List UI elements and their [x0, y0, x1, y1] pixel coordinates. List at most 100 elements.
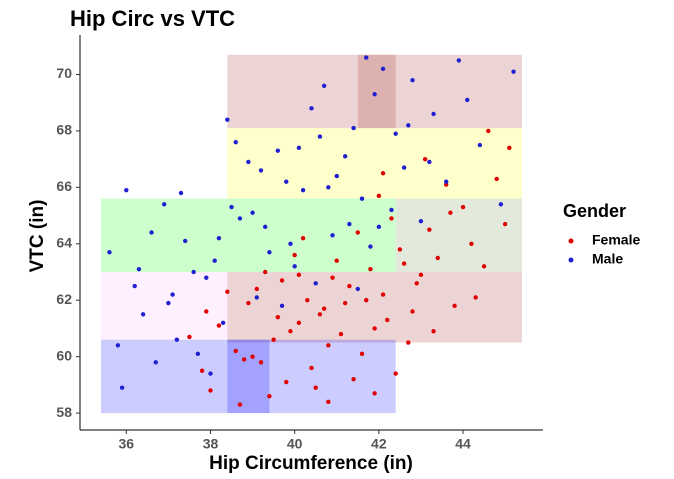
data-point [174, 337, 180, 342]
data-point [309, 106, 314, 111]
data-point [372, 326, 377, 331]
data-point [418, 219, 424, 224]
data-point [233, 140, 238, 145]
data-point [435, 255, 440, 261]
data-point [229, 204, 234, 210]
y-tick-label: 68 [56, 122, 72, 138]
shaded-region [227, 128, 522, 199]
data-point [326, 185, 331, 190]
data-point [263, 269, 268, 275]
data-point [216, 323, 222, 328]
data-point [330, 275, 335, 280]
data-point [246, 159, 251, 165]
data-point [204, 275, 209, 280]
data-point [427, 159, 432, 165]
data-point [460, 204, 466, 210]
data-point [305, 298, 310, 303]
data-point [498, 202, 504, 207]
data-point [443, 179, 449, 184]
data-point [136, 266, 142, 272]
data-point [153, 360, 158, 365]
data-point [119, 385, 125, 390]
data-point [267, 393, 272, 399]
y-tick-label: 62 [56, 291, 72, 307]
data-point [178, 190, 184, 196]
data-point [254, 295, 259, 300]
data-point [389, 207, 394, 213]
data-point [300, 235, 306, 241]
data-point [321, 83, 327, 88]
data-point [389, 216, 394, 221]
data-point [334, 173, 339, 179]
data-point [334, 258, 339, 263]
data-point [132, 283, 137, 289]
data-point [347, 283, 352, 289]
data-point [385, 317, 390, 323]
data-point [481, 264, 487, 269]
data-point [187, 334, 192, 340]
data-point [347, 221, 352, 227]
data-point [321, 306, 327, 311]
x-tick-label: 40 [287, 436, 303, 452]
shaded-region [395, 198, 522, 272]
data-point [246, 300, 251, 306]
data-point [456, 58, 462, 63]
data-point [380, 292, 386, 297]
data-point [393, 131, 398, 136]
data-point [296, 320, 302, 325]
x-tick-label: 42 [371, 436, 387, 452]
data-point [313, 281, 318, 286]
x-axis-label: Hip Circumference (in) [209, 453, 413, 474]
data-point [410, 309, 415, 314]
data-point [195, 351, 201, 357]
data-point [410, 77, 415, 83]
shaded-region [101, 339, 396, 414]
data-point [368, 244, 373, 249]
legend-marker [568, 238, 574, 244]
data-point [326, 343, 331, 348]
shaded-region [101, 198, 396, 272]
y-tick-label: 66 [56, 178, 72, 194]
data-point [486, 128, 491, 134]
data-point [448, 210, 453, 215]
data-point [271, 337, 276, 342]
data-point [368, 266, 373, 272]
data-point [284, 379, 289, 385]
data-point [166, 300, 171, 306]
y-axis-label: VTC (in) [27, 200, 48, 273]
data-point [431, 329, 436, 334]
data-point [258, 360, 264, 365]
data-point [124, 187, 129, 193]
y-tick-label: 64 [56, 234, 72, 250]
data-point [511, 69, 516, 74]
data-point [237, 216, 243, 221]
data-point [418, 272, 424, 278]
data-point [359, 196, 365, 201]
chart-title: Hip Circ vs VTC [70, 6, 235, 31]
legend-label: Male [592, 251, 623, 267]
shaded-region [101, 272, 228, 340]
data-point [406, 340, 411, 345]
data-point [208, 371, 213, 376]
data-point [414, 281, 419, 286]
data-point [355, 286, 360, 292]
data-point [422, 156, 428, 162]
data-point [359, 351, 365, 357]
data-point [216, 235, 222, 241]
data-point [204, 309, 209, 314]
y-tick-label: 60 [56, 347, 72, 363]
data-point [258, 168, 264, 173]
data-point [275, 148, 281, 153]
data-point [292, 252, 297, 258]
data-point [225, 289, 230, 294]
shaded-region [227, 54, 522, 129]
legend-label: Female [592, 232, 640, 248]
data-point [296, 272, 302, 278]
data-point [241, 357, 247, 362]
y-tick-label: 58 [56, 404, 72, 420]
data-point [140, 312, 146, 317]
data-point [372, 391, 377, 396]
data-point [107, 250, 112, 255]
data-point [376, 193, 382, 199]
